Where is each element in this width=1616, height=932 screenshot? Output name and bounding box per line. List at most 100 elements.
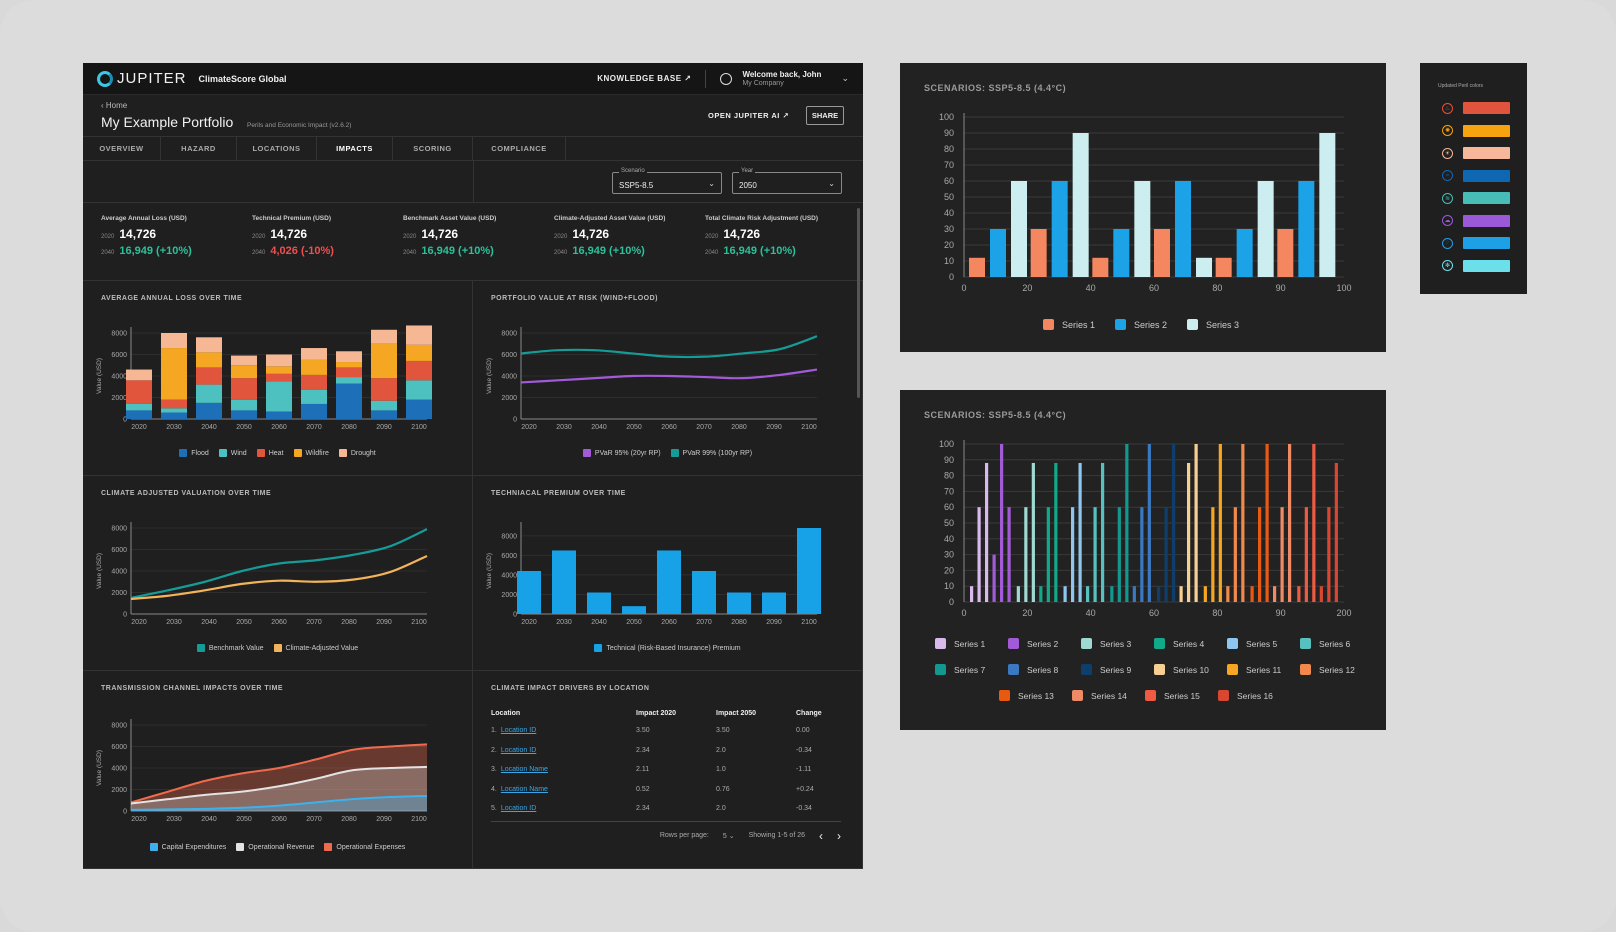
legend-label: Heat xyxy=(268,449,284,457)
y-tick-label: 0 xyxy=(513,612,517,619)
legend-wildfire[interactable]: Wildfire xyxy=(293,449,329,457)
tab-compliance[interactable]: COMPLIANCE xyxy=(473,137,566,160)
legend-item[interactable]: Series 5 xyxy=(1227,638,1277,649)
legend-item[interactable]: Series 14 xyxy=(1072,690,1127,701)
location-link[interactable]: Location Name xyxy=(500,785,548,793)
prev-page-icon[interactable]: ‹ xyxy=(819,828,823,843)
legend-item[interactable]: Series 15 xyxy=(1145,690,1200,701)
knowledge-base-link[interactable]: KNOWLEDGE BASE ↗ xyxy=(597,74,692,83)
location-link[interactable]: Location ID xyxy=(500,805,537,813)
legend-item[interactable]: Series 16 xyxy=(1218,690,1273,701)
tab-scoring[interactable]: SCORING xyxy=(393,137,473,160)
legend-pvar99[interactable]: PVaR 99% (100yr RP) xyxy=(670,449,752,457)
tab-overview[interactable]: OVERVIEW xyxy=(83,137,161,160)
tab-locations[interactable]: LOCATIONS xyxy=(237,137,317,160)
bar xyxy=(1203,586,1207,602)
legend-item[interactable]: Series 2 xyxy=(1115,319,1167,330)
legend-item[interactable]: Series 8 xyxy=(1008,664,1058,675)
scrollbar[interactable] xyxy=(857,208,860,398)
legend-capex[interactable]: Capital Expenditures xyxy=(149,843,226,851)
tab-hazard[interactable]: HAZARD xyxy=(161,137,237,160)
legend-climate-adjusted[interactable]: Climate-Adjusted Value xyxy=(273,644,358,652)
peril-color-row: ✻ xyxy=(1442,259,1510,272)
x-tick-label: 90 xyxy=(1276,283,1286,293)
legend-label: Series 2 xyxy=(1134,319,1168,330)
col-location[interactable]: Location xyxy=(491,709,521,717)
breadcrumb[interactable]: ‹ Home xyxy=(101,101,128,110)
legend-heat[interactable]: Heat xyxy=(256,449,284,457)
legend-item[interactable]: Series 6 xyxy=(1300,638,1350,649)
legend-label: Wildfire xyxy=(305,449,329,457)
legend-item[interactable]: Series 2 xyxy=(1008,638,1058,649)
x-tick-label: 2080 xyxy=(341,816,357,823)
page-subtitle: Perils and Economic Impact (v2.6.2) xyxy=(247,122,352,129)
next-page-icon[interactable]: › xyxy=(837,828,841,843)
col-impact-2020[interactable]: Impact 2020 xyxy=(636,709,677,717)
chevron-down-icon[interactable]: ⌄ xyxy=(841,73,849,83)
legend-item[interactable]: Series 1 xyxy=(935,638,985,649)
bar-segment xyxy=(161,399,187,409)
bar xyxy=(1000,444,1004,602)
pagination: Rows per page: 5 ⌄ Showing 1-5 of 26 ‹ › xyxy=(491,821,841,845)
legend-wind[interactable]: Wind xyxy=(218,449,247,457)
tp-legend: Technical (Risk-Based Insurance) Premium xyxy=(473,644,862,652)
legend-item[interactable]: Series 4 xyxy=(1154,638,1204,649)
legend-item[interactable]: Series 11 xyxy=(1227,664,1281,675)
legend-item[interactable]: Series 9 xyxy=(1081,664,1131,675)
x-tick-label: 2070 xyxy=(306,619,322,626)
y-tick-label: 0 xyxy=(513,417,517,424)
scenario-select[interactable]: Scenario SSP5-8.5 ⌄ xyxy=(612,168,722,194)
legend-item[interactable]: Series 10 xyxy=(1154,664,1209,675)
bar-segment xyxy=(161,412,187,419)
location-link[interactable]: Location Name xyxy=(500,766,548,774)
legend-label: Series 3 xyxy=(1206,319,1240,330)
bar-segment xyxy=(126,369,152,381)
legend-item[interactable]: Series 13 xyxy=(999,690,1054,701)
legend-opex[interactable]: Operational Expenses xyxy=(324,843,405,851)
legend-technical-premium[interactable]: Technical (Risk-Based Insurance) Premium xyxy=(594,644,741,652)
location-link[interactable]: Location ID xyxy=(500,727,537,735)
bar xyxy=(1288,444,1292,602)
legend-flood[interactable]: Flood xyxy=(179,449,209,457)
bar-segment xyxy=(406,399,432,419)
bar xyxy=(1179,586,1183,602)
bar xyxy=(1113,229,1130,277)
rows-per-page-select[interactable]: 5 ⌄ xyxy=(722,832,735,840)
legend-drought[interactable]: Drought xyxy=(338,449,376,457)
y-axis-label: Value (USD) xyxy=(96,358,103,394)
wind-icon: ≋ xyxy=(1442,192,1453,204)
legend-benchmark[interactable]: Benchmark Value xyxy=(196,644,264,652)
legend-label: Technical (Risk-Based Insurance) Premium xyxy=(606,644,741,652)
year-select[interactable]: Year 2050 ⌄ xyxy=(732,168,842,194)
legend-item[interactable]: Series 12 xyxy=(1300,664,1355,675)
bar-segment xyxy=(126,410,152,419)
tab-impacts[interactable]: IMPACTS xyxy=(317,137,393,160)
bar-segment xyxy=(301,403,327,419)
rows-per-page-label: Rows per page: xyxy=(659,832,709,839)
y-tick-label: 30 xyxy=(944,550,954,560)
x-tick-label: 2090 xyxy=(376,816,392,823)
legend-oprev[interactable]: Operational Revenue xyxy=(236,843,314,851)
legend-label: Series 1 xyxy=(1062,319,1096,330)
legend-item[interactable]: Series 3 xyxy=(1081,638,1131,649)
col-impact-2050[interactable]: Impact 2050 xyxy=(716,709,757,717)
bar-segment xyxy=(266,411,292,419)
legend-pvar95[interactable]: PVaR 95% (20yr RP) xyxy=(582,449,661,457)
y-tick-label: 0 xyxy=(949,272,954,282)
legend-item[interactable]: Series 1 xyxy=(1043,319,1095,330)
bar-segment xyxy=(406,360,432,381)
user-menu[interactable]: Welcome back, John My Company ⌄ xyxy=(720,70,849,87)
logo[interactable]: JUPITER xyxy=(97,70,187,87)
legend-item[interactable]: Series 3 xyxy=(1187,319,1239,330)
bar-segment xyxy=(406,380,432,400)
col-change[interactable]: Change xyxy=(796,709,822,717)
cell: 0.00 xyxy=(796,727,810,735)
legend-item[interactable]: Series 7 xyxy=(935,664,985,675)
location-link[interactable]: Location ID xyxy=(500,746,537,754)
cell: -1.11 xyxy=(796,766,812,774)
x-tick-label: 0 xyxy=(961,283,966,293)
y-tick-label: 8000 xyxy=(501,331,517,338)
x-tick-label: 60 xyxy=(1149,283,1159,293)
share-button[interactable]: SHARE xyxy=(806,106,844,125)
open-jupiter-ai-link[interactable]: OPEN JUPITER AI ↗ xyxy=(708,111,790,120)
